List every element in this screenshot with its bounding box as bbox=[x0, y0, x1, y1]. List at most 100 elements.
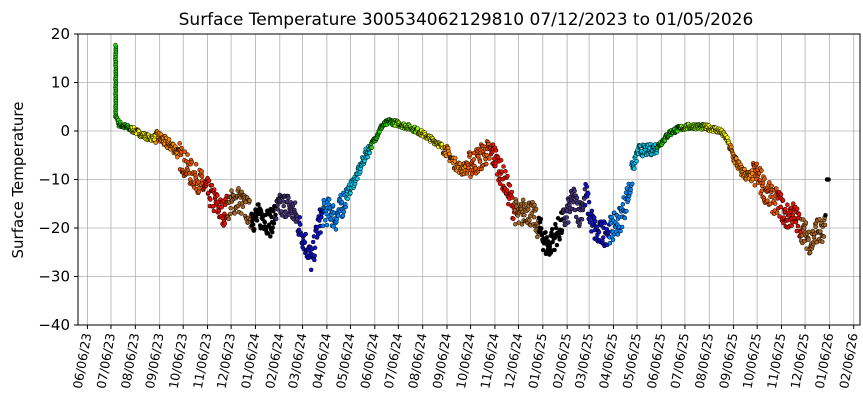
data-point bbox=[219, 205, 224, 210]
grid-lines bbox=[78, 33, 860, 326]
data-point bbox=[367, 150, 372, 156]
data-point bbox=[331, 224, 336, 229]
data-point bbox=[759, 168, 764, 173]
data-point bbox=[772, 201, 778, 206]
data-point bbox=[477, 159, 483, 164]
data-point bbox=[266, 222, 272, 227]
data-point bbox=[483, 156, 488, 162]
data-point bbox=[557, 237, 562, 242]
data-point bbox=[208, 197, 213, 202]
data-point bbox=[268, 234, 273, 239]
data-point bbox=[236, 186, 241, 191]
data-point bbox=[247, 198, 252, 203]
data-point bbox=[497, 181, 503, 186]
data-point bbox=[754, 161, 760, 167]
data-point bbox=[587, 219, 593, 225]
data-point bbox=[632, 166, 637, 171]
y-tick-label: −30 bbox=[38, 268, 70, 286]
data-point bbox=[211, 208, 217, 214]
data-point bbox=[355, 176, 360, 181]
data-point bbox=[330, 203, 336, 208]
data-point bbox=[778, 192, 784, 197]
data-point bbox=[615, 232, 621, 237]
data-point bbox=[513, 199, 519, 205]
data-point bbox=[553, 225, 559, 231]
data-point bbox=[533, 206, 539, 212]
data-point bbox=[794, 206, 800, 212]
data-point bbox=[538, 216, 544, 222]
data-point bbox=[345, 196, 350, 202]
data-point bbox=[199, 169, 204, 174]
data-point bbox=[791, 201, 796, 206]
data-point bbox=[501, 164, 506, 169]
data-point bbox=[292, 200, 298, 205]
data-point bbox=[799, 233, 805, 238]
data-point bbox=[762, 176, 767, 181]
data-point bbox=[503, 169, 508, 174]
data-point bbox=[209, 182, 215, 188]
data-point bbox=[318, 230, 323, 235]
data-point bbox=[254, 218, 260, 223]
data-point bbox=[484, 161, 489, 167]
data-point bbox=[774, 210, 780, 215]
data-point bbox=[820, 239, 825, 244]
data-point bbox=[607, 240, 613, 246]
data-point bbox=[415, 126, 420, 131]
data-point bbox=[297, 215, 303, 220]
data-point bbox=[495, 154, 501, 160]
y-axis-label: Surface Temperature bbox=[9, 102, 27, 259]
data-point bbox=[626, 197, 631, 202]
data-point bbox=[153, 140, 158, 145]
y-tick-label: 0 bbox=[60, 122, 70, 140]
data-point bbox=[785, 202, 790, 207]
data-point bbox=[520, 197, 526, 203]
data-point bbox=[601, 235, 606, 240]
data-point bbox=[564, 215, 569, 220]
data-point bbox=[586, 191, 591, 196]
data-point bbox=[504, 188, 510, 193]
data-point bbox=[781, 220, 786, 226]
data-point bbox=[175, 154, 180, 160]
data-point bbox=[262, 220, 268, 225]
data-point bbox=[490, 142, 496, 147]
data-point bbox=[312, 245, 318, 251]
data-point bbox=[312, 253, 317, 259]
data-point bbox=[369, 145, 374, 150]
data-point bbox=[271, 221, 277, 226]
y-tick-label: −10 bbox=[38, 171, 70, 189]
data-point bbox=[229, 188, 234, 193]
data-point bbox=[273, 212, 278, 218]
data-point bbox=[320, 223, 326, 229]
data-point bbox=[813, 224, 818, 230]
data-point bbox=[591, 215, 597, 220]
data-point bbox=[273, 216, 279, 222]
data-point bbox=[634, 158, 639, 164]
data-point bbox=[240, 204, 246, 210]
chart-title: Surface Temperature 300534062129810 07/1… bbox=[179, 10, 754, 30]
data-point bbox=[193, 162, 199, 167]
data-point bbox=[554, 242, 560, 248]
data-point bbox=[624, 208, 629, 214]
data-point bbox=[774, 186, 779, 191]
data-point bbox=[795, 223, 801, 229]
data-point bbox=[493, 148, 499, 153]
data-point bbox=[577, 221, 582, 226]
data-point bbox=[796, 211, 802, 217]
data-point bbox=[767, 180, 772, 185]
data-point bbox=[283, 210, 288, 215]
data-point bbox=[279, 209, 284, 214]
data-point bbox=[572, 188, 577, 194]
data-point bbox=[348, 190, 353, 196]
data-point bbox=[189, 159, 195, 165]
data-point bbox=[818, 229, 823, 234]
data-point bbox=[185, 152, 190, 157]
data-point bbox=[487, 156, 492, 161]
data-point bbox=[206, 178, 212, 183]
data-point bbox=[543, 230, 548, 235]
data-point bbox=[553, 221, 558, 227]
y-tick-label: −20 bbox=[38, 219, 70, 237]
y-axis: 20 10 0 −10 −20 −30 −40 bbox=[38, 25, 78, 334]
data-point bbox=[589, 208, 595, 214]
